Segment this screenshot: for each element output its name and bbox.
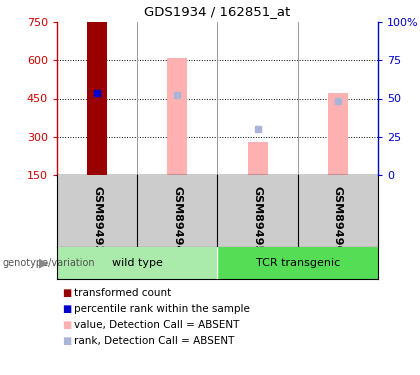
Text: ■: ■ bbox=[62, 304, 71, 314]
Bar bbox=[328, 93, 348, 175]
Bar bbox=[248, 142, 268, 175]
Text: transformed count: transformed count bbox=[74, 288, 171, 298]
Text: GSM89495: GSM89495 bbox=[252, 186, 262, 253]
Title: GDS1934 / 162851_at: GDS1934 / 162851_at bbox=[144, 5, 291, 18]
Text: wild type: wild type bbox=[112, 258, 163, 268]
Text: rank, Detection Call = ABSENT: rank, Detection Call = ABSENT bbox=[74, 336, 234, 346]
Bar bbox=[167, 58, 187, 175]
Text: value, Detection Call = ABSENT: value, Detection Call = ABSENT bbox=[74, 320, 239, 330]
Text: percentile rank within the sample: percentile rank within the sample bbox=[74, 304, 250, 314]
Text: GSM89494: GSM89494 bbox=[172, 186, 182, 253]
Text: TCR transgenic: TCR transgenic bbox=[256, 258, 340, 268]
Text: ■: ■ bbox=[62, 288, 71, 298]
Bar bbox=[218, 247, 378, 279]
Text: GSM89493: GSM89493 bbox=[92, 186, 102, 253]
Text: ■: ■ bbox=[62, 336, 71, 346]
Text: ▶: ▶ bbox=[39, 256, 49, 270]
Bar bbox=[57, 247, 218, 279]
Text: GSM89496: GSM89496 bbox=[333, 186, 343, 253]
Text: genotype/variation: genotype/variation bbox=[2, 258, 95, 268]
Text: ■: ■ bbox=[62, 320, 71, 330]
Bar bbox=[87, 22, 107, 175]
